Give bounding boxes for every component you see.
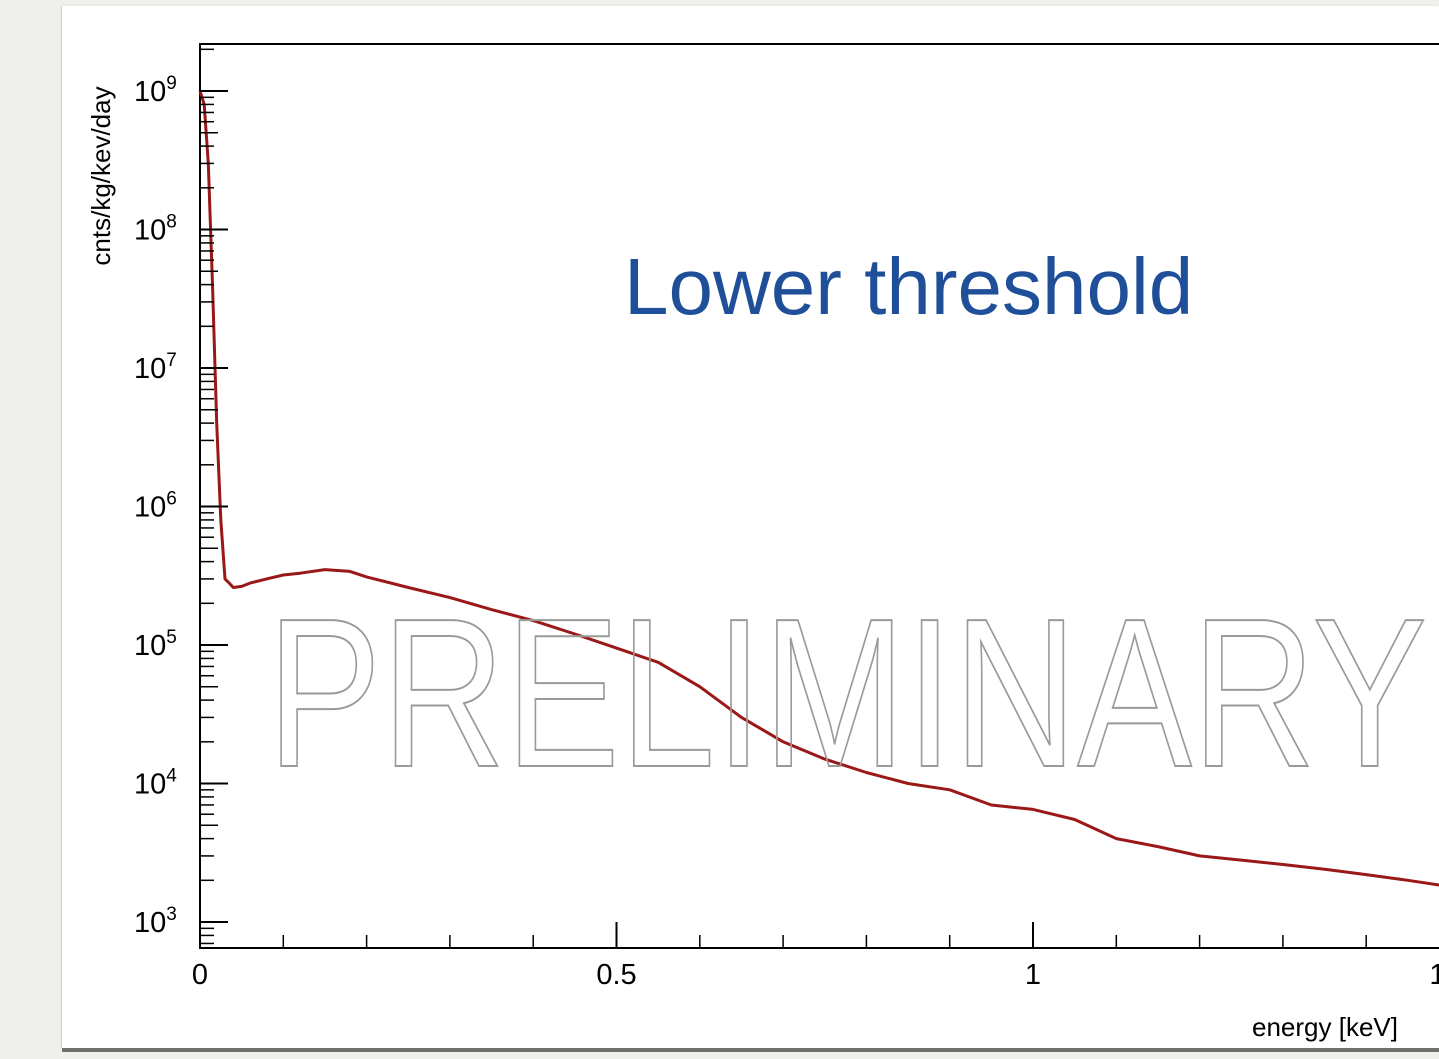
plot-frame (199, 43, 1439, 949)
series-line (198, 90, 1439, 887)
x-tick-label: 1.5 (1429, 959, 1439, 991)
x-tick-label: 1 (1025, 959, 1041, 991)
y-tick-label: 106 (134, 489, 177, 524)
preliminary-watermark: PRELIMINARY (267, 574, 1427, 811)
y-tick-label: 103 (134, 904, 177, 939)
y-tick-label: 107 (134, 350, 177, 385)
y-tick-label: 104 (134, 766, 177, 801)
y-tick-label: 108 (134, 212, 177, 247)
x-tick-label: 0 (192, 959, 208, 991)
lower-threshold-annotation: Lower threshold (624, 242, 1193, 331)
y-tick-label: 105 (134, 627, 177, 662)
y-axis-label: cnts/kg/kev/day (86, 86, 116, 265)
x-tick-label: 0.5 (596, 959, 636, 991)
y-tick-label: 109 (134, 73, 177, 108)
x-axis-label: energy [keV] (1252, 1012, 1398, 1042)
